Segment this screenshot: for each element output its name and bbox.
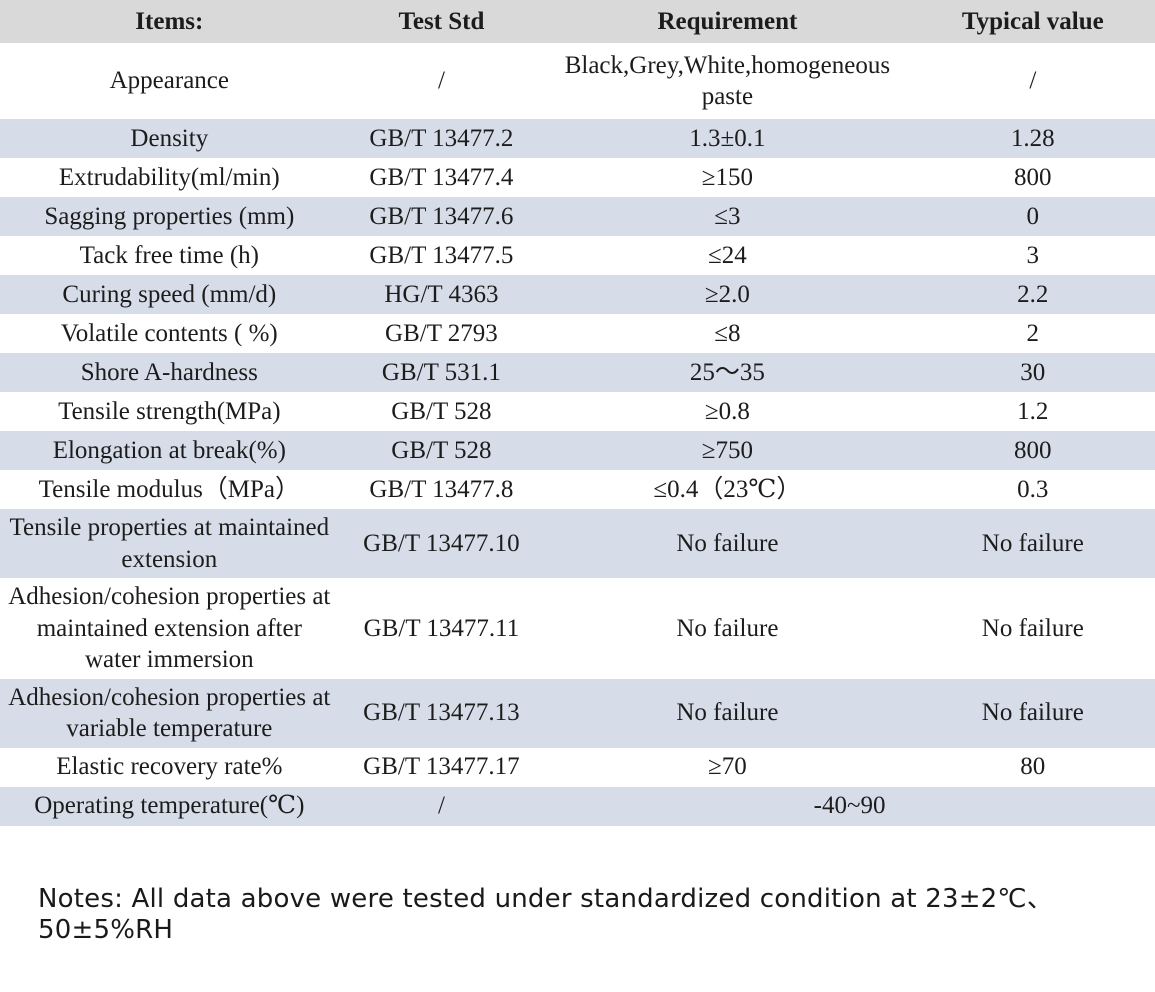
requirement-cell: 1.3±0.1 bbox=[544, 119, 911, 158]
table-row: Appearance / Black,Grey,White,homogeneous … bbox=[0, 43, 1155, 119]
test-std-cell: GB/T 13477.6 bbox=[338, 197, 545, 236]
requirement-cell: ≥750 bbox=[544, 431, 911, 470]
item-cell: Elastic recovery rate% bbox=[0, 747, 339, 787]
requirement-cell: ≤24 bbox=[544, 236, 911, 275]
requirement-cell: ≤3 bbox=[544, 197, 911, 236]
typical-value-cell: No failure bbox=[910, 678, 1155, 748]
item-cell: Tensile strength(MPa) bbox=[0, 392, 339, 431]
typical-value-cell: 30 bbox=[910, 353, 1155, 392]
requirement-cell: ≥150 bbox=[544, 158, 911, 197]
requirement-cell: ≥2.0 bbox=[544, 275, 911, 314]
requirement-cell: ≥0.8 bbox=[544, 392, 911, 431]
typical-value-cell: 80 bbox=[910, 747, 1155, 787]
requirement-span-cell: -40~90 bbox=[544, 786, 1155, 826]
requirement-cell: ≥70 bbox=[544, 747, 911, 787]
typical-value-cell: 2.2 bbox=[910, 275, 1155, 314]
typical-value-cell: 2 bbox=[910, 314, 1155, 353]
test-std-cell: GB/T 13477.17 bbox=[338, 747, 545, 787]
header-requirement: Requirement bbox=[544, 0, 911, 43]
item-cell: Density bbox=[0, 119, 339, 158]
item-cell: Volatile contents ( %) bbox=[0, 314, 339, 353]
test-std-cell: GB/T 13477.8 bbox=[338, 470, 545, 509]
test-std-cell: GB/T 528 bbox=[338, 431, 545, 470]
typical-value-cell: 1.2 bbox=[910, 392, 1155, 431]
table-row: Density GB/T 13477.2 1.3±0.1 1.28 bbox=[0, 119, 1155, 158]
table-row: Sagging properties (mm) GB/T 13477.6 ≤3 0 bbox=[0, 197, 1155, 236]
spec-table-body: Appearance / Black,Grey,White,homogeneous … bbox=[0, 43, 1155, 826]
test-std-cell: GB/T 13477.13 bbox=[338, 678, 545, 748]
item-cell: Adhesion/cohesion properties at variable… bbox=[0, 678, 339, 748]
requirement-cell: ≤0.4（23℃） bbox=[544, 470, 911, 509]
table-row: Curing speed (mm/d) HG/T 4363 ≥2.0 2.2 bbox=[0, 275, 1155, 314]
table-row: Elastic recovery rate% GB/T 13477.17 ≥70 80 bbox=[0, 747, 1155, 787]
requirement-cell: ≤8 bbox=[544, 314, 911, 353]
test-std-cell: / bbox=[338, 786, 545, 826]
table-row: Shore A-hardness GB/T 531.1 25～35 30 bbox=[0, 353, 1155, 392]
test-std-cell: HG/T 4363 bbox=[338, 275, 545, 314]
item-cell: Sagging properties (mm) bbox=[0, 197, 339, 236]
spec-table: Items: Test Std Requirement Typical valu… bbox=[0, 0, 1155, 826]
test-std-cell: GB/T 13477.5 bbox=[338, 236, 545, 275]
item-cell: Extrudability(ml/min) bbox=[0, 158, 339, 197]
typical-value-cell: / bbox=[910, 43, 1155, 119]
requirement-cell: 25～35 bbox=[544, 353, 911, 392]
item-cell: Elongation at break(%) bbox=[0, 431, 339, 470]
table-row: Extrudability(ml/min) GB/T 13477.4 ≥150 800 bbox=[0, 158, 1155, 197]
table-row: Elongation at break(%) GB/T 528 ≥750 800 bbox=[0, 431, 1155, 470]
typical-value-cell: No failure bbox=[910, 578, 1155, 679]
requirement-cell: No failure bbox=[544, 678, 911, 748]
header-typical-value: Typical value bbox=[910, 0, 1155, 43]
test-std-cell: / bbox=[338, 43, 545, 119]
typical-value-cell: 0 bbox=[910, 197, 1155, 236]
header-row: Items: Test Std Requirement Typical valu… bbox=[0, 0, 1155, 43]
table-row: Tensile modulus（MPa） GB/T 13477.8 ≤0.4（23℃… bbox=[0, 470, 1155, 509]
typical-value-cell: 1.28 bbox=[910, 119, 1155, 158]
item-cell: Operating temperature(℃) bbox=[0, 786, 339, 826]
requirement-cell: No failure bbox=[544, 578, 911, 679]
test-std-cell: GB/T 531.1 bbox=[338, 353, 545, 392]
item-cell: Tack free time (h) bbox=[0, 236, 339, 275]
test-std-cell: GB/T 528 bbox=[338, 392, 545, 431]
item-cell: Curing speed (mm/d) bbox=[0, 275, 339, 314]
requirement-cell: Black,Grey,White,homogeneous paste bbox=[544, 43, 911, 119]
table-row: Operating temperature(℃) / -40~90 bbox=[0, 786, 1155, 826]
typical-value-cell: No failure bbox=[910, 509, 1155, 578]
header-items: Items: bbox=[0, 0, 339, 43]
table-row: Volatile contents ( %) GB/T 2793 ≤8 2 bbox=[0, 314, 1155, 353]
item-cell: Adhesion/cohesion properties at maintain… bbox=[0, 578, 339, 679]
typical-value-cell: 3 bbox=[910, 236, 1155, 275]
test-std-cell: GB/T 13477.4 bbox=[338, 158, 545, 197]
typical-value-cell: 0.3 bbox=[910, 470, 1155, 509]
test-std-cell: GB/T 2793 bbox=[338, 314, 545, 353]
item-cell: Tensile properties at maintained extensi… bbox=[0, 509, 339, 578]
item-cell: Tensile modulus（MPa） bbox=[0, 470, 339, 509]
item-cell: Shore A-hardness bbox=[0, 353, 339, 392]
table-row: Adhesion/cohesion properties at maintain… bbox=[0, 578, 1155, 679]
table-row: Adhesion/cohesion properties at variable… bbox=[0, 678, 1155, 748]
requirement-cell: No failure bbox=[544, 509, 911, 578]
header-test-std: Test Std bbox=[338, 0, 545, 43]
spec-table-header: Items: Test Std Requirement Typical valu… bbox=[0, 0, 1155, 43]
table-row: Tensile properties at maintained extensi… bbox=[0, 509, 1155, 578]
typical-value-cell: 800 bbox=[910, 158, 1155, 197]
item-cell: Appearance bbox=[0, 43, 339, 119]
footer-note: Notes: All data above were tested under … bbox=[38, 883, 1054, 945]
test-std-cell: GB/T 13477.10 bbox=[338, 509, 545, 578]
table-row: Tensile strength(MPa) GB/T 528 ≥0.8 1.2 bbox=[0, 392, 1155, 431]
test-std-cell: GB/T 13477.11 bbox=[338, 578, 545, 679]
typical-value-cell: 800 bbox=[910, 431, 1155, 470]
test-std-cell: GB/T 13477.2 bbox=[338, 119, 545, 158]
table-row: Tack free time (h) GB/T 13477.5 ≤24 3 bbox=[0, 236, 1155, 275]
